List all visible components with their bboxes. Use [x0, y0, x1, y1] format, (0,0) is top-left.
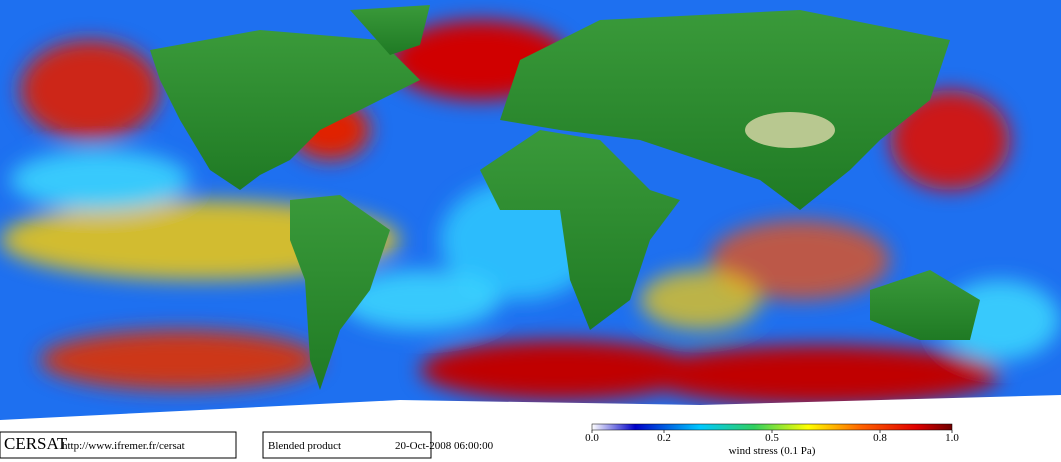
colorbar-tick-label: 0.5: [765, 432, 779, 444]
brand-box: [0, 431, 237, 459]
date: 20-Oct-2008 06:00:00: [395, 440, 494, 452]
colorbar: [591, 423, 953, 431]
product: Blended product: [268, 440, 341, 452]
colorbar-label: wind stress (0.1 Pa): [729, 445, 816, 457]
url: http://www.ifremer.fr/cersat: [62, 440, 185, 452]
product-box: [262, 431, 432, 459]
colorbar-tick-label: 1.0: [945, 432, 959, 444]
colorbar-tick-label: 0.8: [873, 432, 887, 444]
colorbar-tick-label: 0.2: [657, 432, 671, 444]
continents: [150, 5, 980, 390]
colorbar-tick-label: 0.0: [585, 432, 599, 444]
brand: CERSAT: [4, 434, 68, 453]
